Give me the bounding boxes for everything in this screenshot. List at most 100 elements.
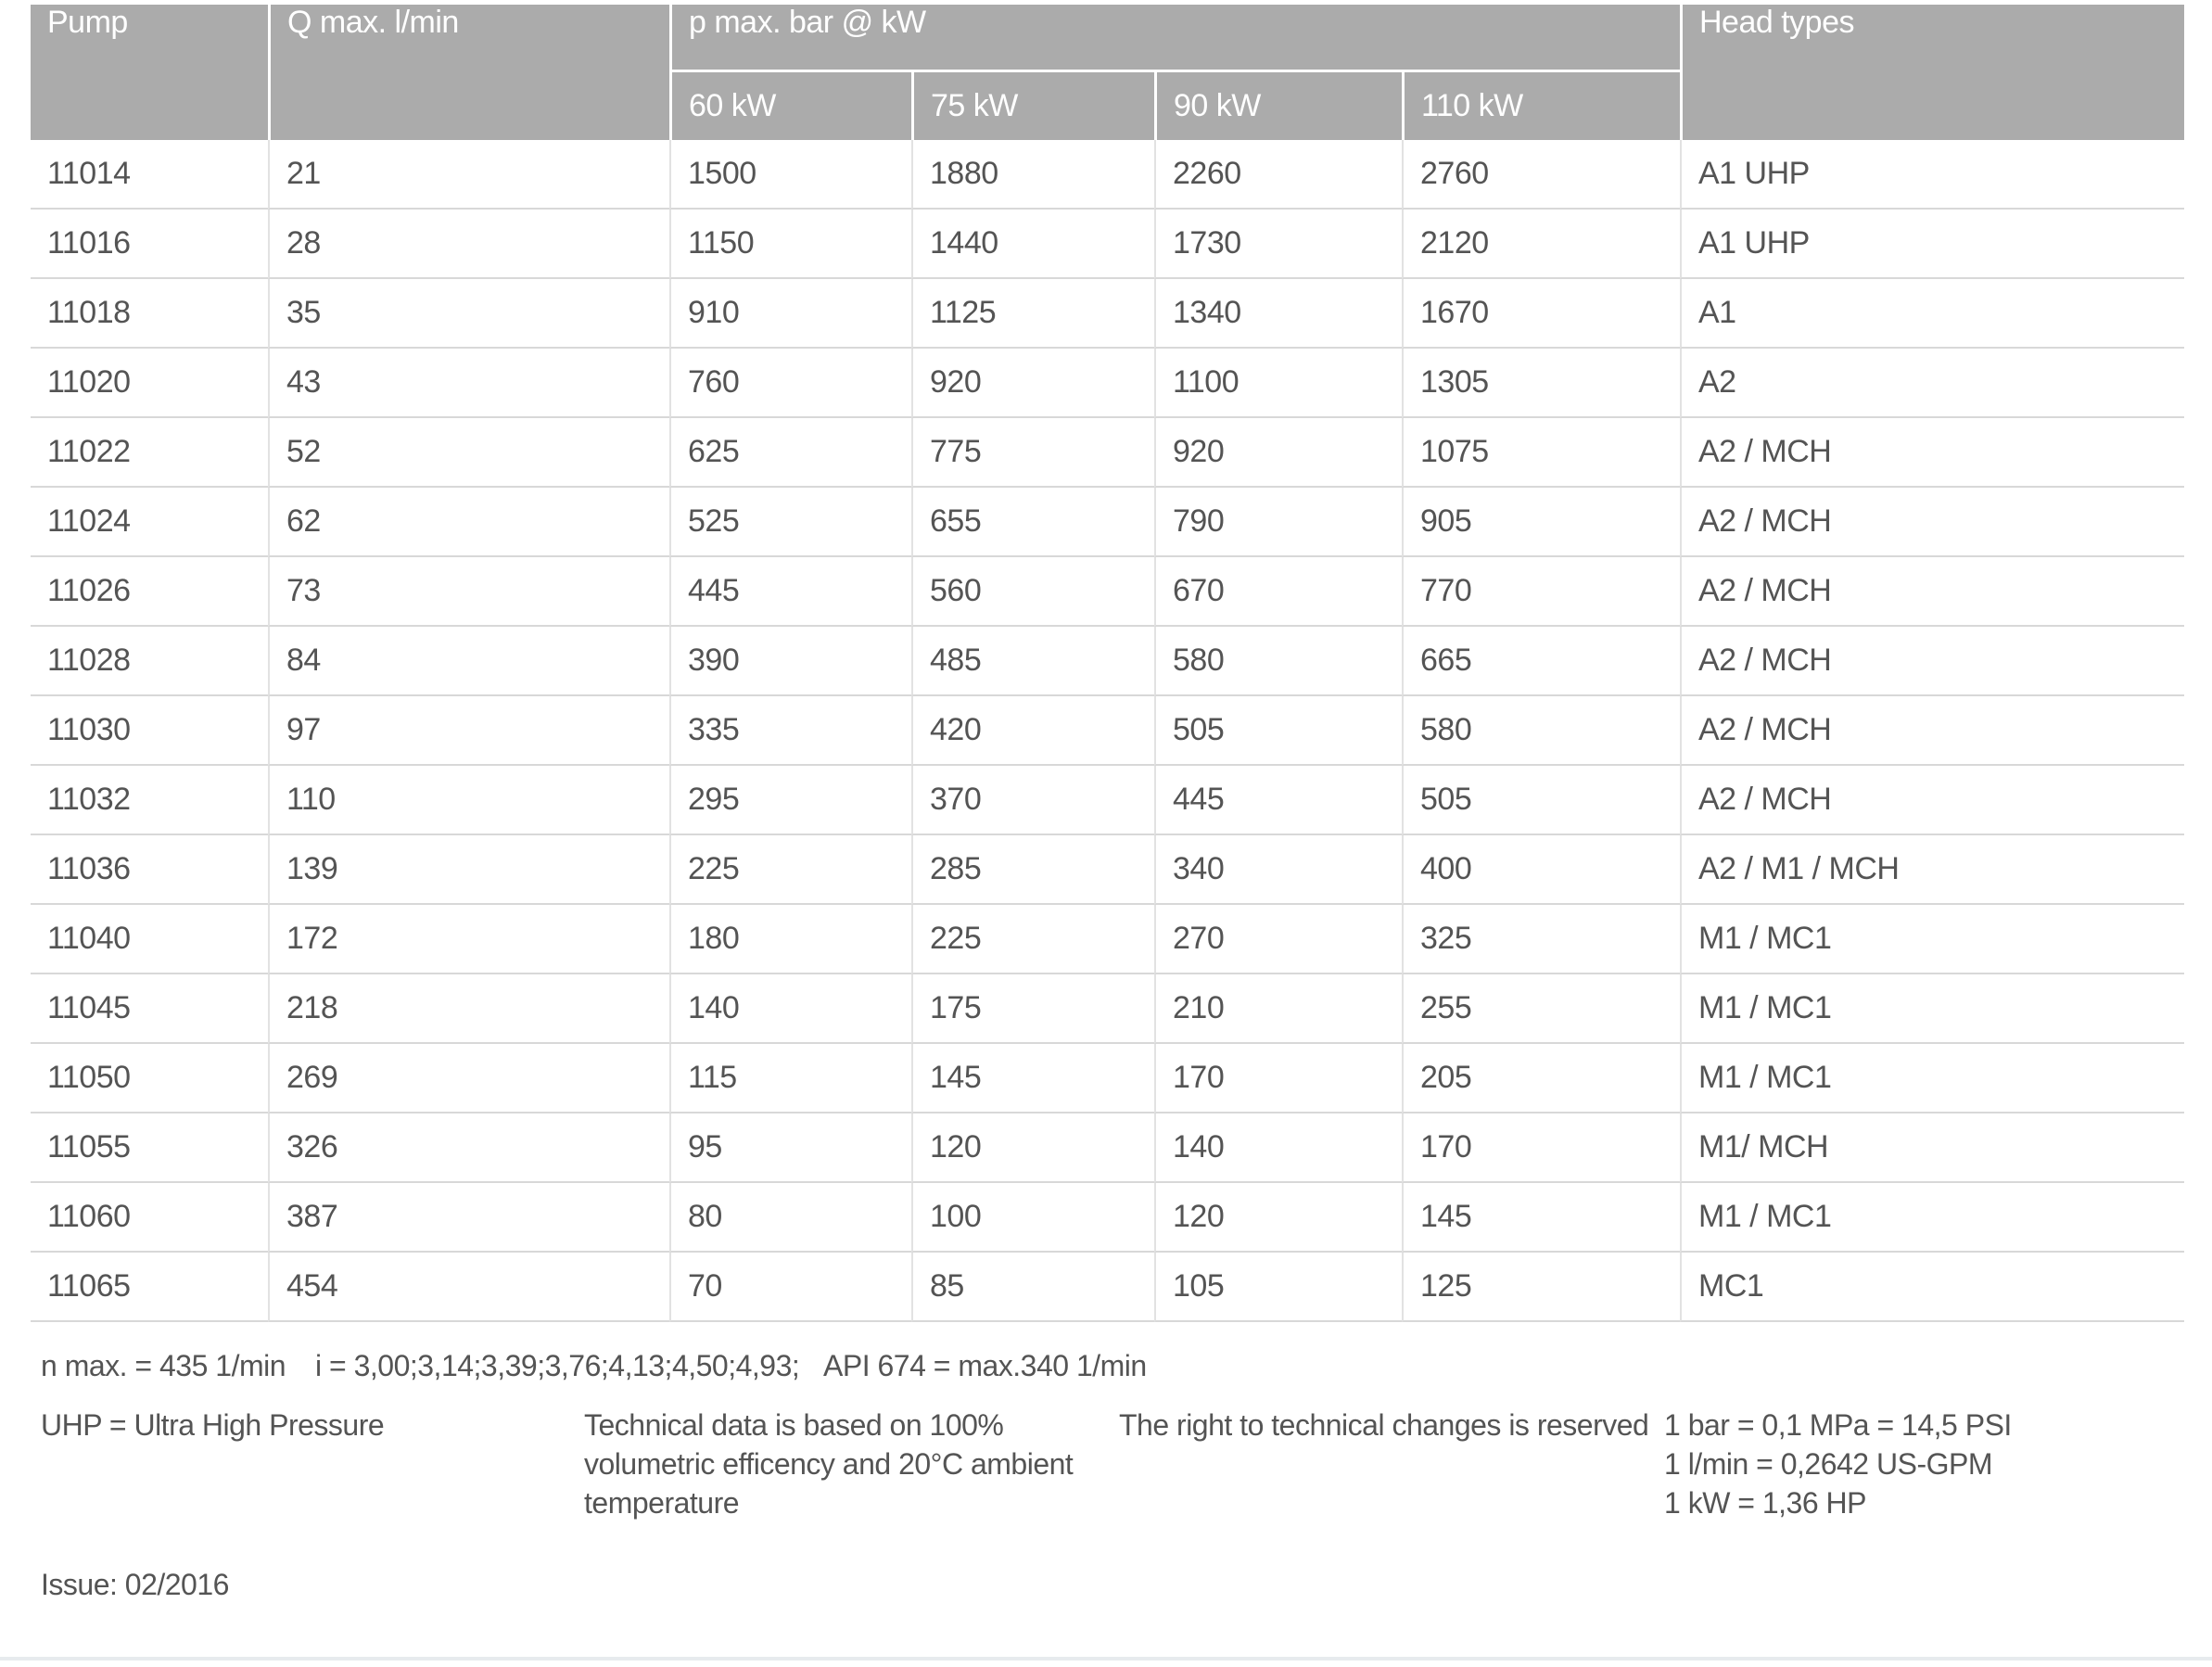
q-max-cell: 97 xyxy=(268,696,669,766)
p-90kw-cell: 580 xyxy=(1154,627,1402,696)
pump-spec-table: Pump Q max. l/min p max. bar @ kW Head t… xyxy=(31,5,2184,1322)
issue-date: Issue: 02/2016 xyxy=(41,1568,229,1601)
p-110kw-cell: 505 xyxy=(1402,766,1680,835)
p-75kw-cell: 85 xyxy=(911,1253,1154,1322)
q-max-cell: 326 xyxy=(268,1113,669,1183)
p-75kw-cell: 485 xyxy=(911,627,1154,696)
p-75kw-cell: 285 xyxy=(911,835,1154,905)
col-header-60kw: 60 kW xyxy=(669,72,911,140)
p-110kw-cell: 580 xyxy=(1402,696,1680,766)
p-90kw-cell: 105 xyxy=(1154,1253,1402,1322)
p-60kw-cell: 525 xyxy=(669,488,911,557)
q-max-cell: 62 xyxy=(268,488,669,557)
p-90kw-cell: 1730 xyxy=(1154,210,1402,279)
p-75kw-cell: 420 xyxy=(911,696,1154,766)
p-60kw-cell: 625 xyxy=(669,418,911,488)
pump-cell: 11060 xyxy=(31,1183,268,1253)
p-60kw-cell: 115 xyxy=(669,1044,911,1113)
p-90kw-cell: 670 xyxy=(1154,557,1402,627)
note-uhp-legend: UHP = Ultra High Pressure xyxy=(41,1408,385,1442)
p-75kw-cell: 560 xyxy=(911,557,1154,627)
p-90kw-cell: 1100 xyxy=(1154,349,1402,418)
p-60kw-cell: 1500 xyxy=(669,140,911,210)
table-body: 11014 21 1500 1880 2260 2760 A1 UHP 11016 28 1150… xyxy=(31,140,2184,1322)
head-types-cell: A2 / MCH xyxy=(1680,766,2184,835)
p-75kw-cell: 1125 xyxy=(911,279,1154,349)
p-90kw-cell: 445 xyxy=(1154,766,1402,835)
pump-cell: 11018 xyxy=(31,279,268,349)
note-n-max: n max. = 435 1/min xyxy=(41,1349,286,1382)
p-90kw-cell: 170 xyxy=(1154,1044,1402,1113)
pump-cell: 11065 xyxy=(31,1253,268,1322)
note-api-674: API 674 = max.340 1/min xyxy=(823,1349,1147,1382)
head-types-cell: A2 / MCH xyxy=(1680,627,2184,696)
p-90kw-cell: 1340 xyxy=(1154,279,1402,349)
p-60kw-cell: 225 xyxy=(669,835,911,905)
head-types-cell: A1 UHP xyxy=(1680,210,2184,279)
pump-cell: 11045 xyxy=(31,974,268,1044)
q-max-cell: 28 xyxy=(268,210,669,279)
q-max-cell: 454 xyxy=(268,1253,669,1322)
table-row: 11028 84 390 485 580 665 A2 / MCH xyxy=(31,627,2184,696)
p-60kw-cell: 760 xyxy=(669,349,911,418)
p-75kw-cell: 100 xyxy=(911,1183,1154,1253)
p-90kw-cell: 505 xyxy=(1154,696,1402,766)
q-max-cell: 35 xyxy=(268,279,669,349)
p-110kw-cell: 255 xyxy=(1402,974,1680,1044)
p-110kw-cell: 905 xyxy=(1402,488,1680,557)
col-header-p-max-group: p max. bar @ kW xyxy=(669,5,1680,72)
q-max-cell: 218 xyxy=(268,974,669,1044)
head-types-cell: A1 UHP xyxy=(1680,140,2184,210)
header-group-row: Pump Q max. l/min p max. bar @ kW Head t… xyxy=(31,5,2184,140)
table-row: 11065 454 70 85 105 125 MC1 xyxy=(31,1253,2184,1322)
p-90kw-cell: 920 xyxy=(1154,418,1402,488)
p-90kw-cell: 120 xyxy=(1154,1183,1402,1253)
table-row: 11014 21 1500 1880 2260 2760 A1 UHP xyxy=(31,140,2184,210)
q-max-cell: 84 xyxy=(268,627,669,696)
pump-cell: 11040 xyxy=(31,905,268,974)
p-75kw-cell: 370 xyxy=(911,766,1154,835)
table-row: 11020 43 760 920 1100 1305 A2 xyxy=(31,349,2184,418)
table-row: 11016 28 1150 1440 1730 2120 A1 UHP xyxy=(31,210,2184,279)
note-gear-ratios: i = 3,00;3,14;3,39;3,76;4,13;4,50;4,93; xyxy=(315,1349,800,1382)
table-row: 11036 139 225 285 340 400 A2 / M1 / MCH xyxy=(31,835,2184,905)
p-110kw-cell: 1305 xyxy=(1402,349,1680,418)
head-types-cell: M1/ MCH xyxy=(1680,1113,2184,1183)
p-75kw-cell: 175 xyxy=(911,974,1154,1044)
col-header-head-types: Head types xyxy=(1680,5,2184,140)
pump-cell: 11016 xyxy=(31,210,268,279)
head-types-cell: A2 / MCH xyxy=(1680,418,2184,488)
p-110kw-cell: 1075 xyxy=(1402,418,1680,488)
head-types-cell: A2 / MCH xyxy=(1680,557,2184,627)
head-types-cell: A2 / MCH xyxy=(1680,696,2184,766)
note-conversion-lmin: 1 l/min = 0,2642 US-GPM xyxy=(1664,1447,1992,1481)
col-header-q-max: Q max. l/min xyxy=(268,5,669,140)
p-90kw-cell: 790 xyxy=(1154,488,1402,557)
note-rights-reserved: The right to technical changes is reserv… xyxy=(1119,1408,1649,1442)
q-max-cell: 73 xyxy=(268,557,669,627)
p-75kw-cell: 1880 xyxy=(911,140,1154,210)
p-75kw-cell: 920 xyxy=(911,349,1154,418)
table-row: 11022 52 625 775 920 1075 A2 / MCH xyxy=(31,418,2184,488)
table-row: 11018 35 910 1125 1340 1670 A1 xyxy=(31,279,2184,349)
pump-cell: 11055 xyxy=(31,1113,268,1183)
p-60kw-cell: 335 xyxy=(669,696,911,766)
q-max-cell: 139 xyxy=(268,835,669,905)
p-110kw-cell: 2760 xyxy=(1402,140,1680,210)
table-row: 11050 269 115 145 170 205 M1 / MC1 xyxy=(31,1044,2184,1113)
note-conversion-kw: 1 kW = 1,36 HP xyxy=(1664,1486,1866,1520)
head-types-cell: M1 / MC1 xyxy=(1680,905,2184,974)
q-max-cell: 21 xyxy=(268,140,669,210)
p-60kw-cell: 295 xyxy=(669,766,911,835)
p-60kw-cell: 95 xyxy=(669,1113,911,1183)
p-90kw-cell: 340 xyxy=(1154,835,1402,905)
head-types-cell: A2 / M1 / MCH xyxy=(1680,835,2184,905)
p-110kw-cell: 665 xyxy=(1402,627,1680,696)
p-60kw-cell: 140 xyxy=(669,974,911,1044)
q-max-cell: 43 xyxy=(268,349,669,418)
pump-cell: 11032 xyxy=(31,766,268,835)
table-row: 11040 172 180 225 270 325 M1 / MC1 xyxy=(31,905,2184,974)
pump-cell: 11028 xyxy=(31,627,268,696)
table-header: Pump Q max. l/min p max. bar @ kW Head t… xyxy=(31,5,2184,140)
